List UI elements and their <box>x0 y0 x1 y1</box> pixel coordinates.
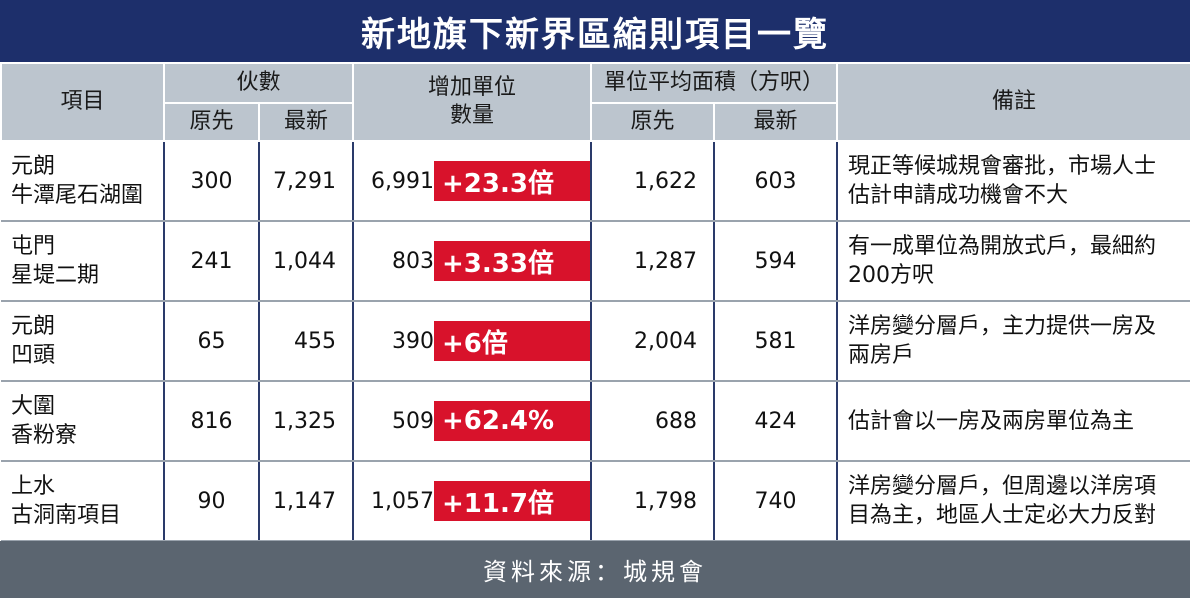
header-area: 單位平均面積（方呎） <box>590 62 839 104</box>
area-orig-cell: 2,004 <box>591 301 716 382</box>
area-new-cell: 581 <box>714 301 839 382</box>
units-orig-cell: 816 <box>164 381 260 462</box>
source-note: 資料來源：城規會 <box>0 541 1190 598</box>
project-name: 凹頭 <box>11 343 56 368</box>
area-new-cell: 603 <box>714 141 839 222</box>
area-orig-cell: 1,287 <box>591 221 716 302</box>
units-orig-cell: 65 <box>164 301 260 382</box>
header-units-new: 最新 <box>257 102 355 142</box>
header-area-new: 最新 <box>713 102 839 142</box>
project-location: 屯門 <box>11 234 56 259</box>
area-orig-cell: 1,622 <box>591 141 716 222</box>
growth-badge: +6倍 <box>434 321 591 361</box>
units-orig-cell: 90 <box>164 461 260 542</box>
remarks-cell: 現正等候城規會審批，市場人士 估計申請成功機會不大 <box>837 141 1190 222</box>
increase-cell: 390 +6倍 <box>353 301 593 382</box>
remark-line: 200方呎 <box>848 263 935 288</box>
project-location: 大圍 <box>11 394 56 419</box>
area-orig-cell: 688 <box>591 381 716 462</box>
units-new-cell: 1,044 <box>259 221 355 302</box>
projects-table: 項目 伙數 增加單位 數量 單位平均面積（方呎） 備註 原先 最新 原先 最新 … <box>0 62 1190 542</box>
increase-value: 390 <box>392 328 435 354</box>
project-name: 牛潭尾石湖圍 <box>11 183 144 208</box>
table-title: 新地旗下新界區縮則項目一覽 <box>0 0 1190 62</box>
project-name: 星堤二期 <box>11 263 100 288</box>
project-cell: 元朗 凹頭 <box>1 301 165 382</box>
increase-cell: 803 +3.33倍 <box>353 221 593 302</box>
header-increase-line2: 數量 <box>450 103 495 128</box>
remarks-cell: 洋房變分層戶，主力提供一房及 兩房戶 <box>837 301 1190 382</box>
table-row: 元朗 牛潭尾石湖圍 300 7,291 6,991 +23.3倍 1,622 603 現正等候城… <box>1 141 1190 222</box>
remark-line: 目為主，地區人士定必大力反對 <box>848 503 1157 528</box>
header-project: 項目 <box>0 62 165 142</box>
growth-badge: +11.7倍 <box>434 481 591 521</box>
units-new-cell: 1,147 <box>259 461 355 542</box>
remark-line: 洋房變分層戶，但周邊以洋房項 <box>848 474 1157 499</box>
units-new-cell: 7,291 <box>259 141 355 222</box>
units-new-cell: 1,325 <box>259 381 355 462</box>
project-cell: 屯門 星堤二期 <box>1 221 165 302</box>
increase-value: 803 <box>392 248 435 274</box>
increase-cell: 509 +62.4% <box>353 381 593 462</box>
header-increase-line1: 增加單位 <box>428 75 517 100</box>
project-cell: 大圍 香粉寮 <box>1 381 165 462</box>
table-row: 上水 古洞南項目 90 1,147 1,057 +11.7倍 1,798 740 洋房變分層戶，… <box>1 461 1190 542</box>
project-cell: 上水 古洞南項目 <box>1 461 165 542</box>
growth-badge: +62.4% <box>434 401 591 441</box>
increase-value: 1,057 <box>371 488 435 514</box>
remark-line: 洋房變分層戶，主力提供一房及 <box>848 314 1157 339</box>
project-location: 元朗 <box>11 314 56 339</box>
remark-line: 兩房戶 <box>848 343 915 368</box>
project-location: 上水 <box>11 474 56 499</box>
header-units-orig: 原先 <box>163 102 260 142</box>
remarks-cell: 有一成單位為開放式戶，最細約 200方呎 <box>837 221 1190 302</box>
area-new-cell: 740 <box>714 461 839 542</box>
remarks-cell: 洋房變分層戶，但周邊以洋房項 目為主，地區人士定必大力反對 <box>837 461 1190 542</box>
header-area-orig: 原先 <box>590 102 716 142</box>
increase-cell: 1,057 +11.7倍 <box>353 461 593 542</box>
area-orig-cell: 1,798 <box>591 461 716 542</box>
header-increase: 增加單位 數量 <box>352 62 593 142</box>
table-row: 大圍 香粉寮 816 1,325 509 +62.4% 688 424 估計會以一房及兩房單位為… <box>1 381 1190 462</box>
table-row: 元朗 凹頭 65 455 390 +6倍 2,004 581 洋房變分層戶，主力提供一房及 兩房戶 <box>1 301 1190 382</box>
units-orig-cell: 300 <box>164 141 260 222</box>
area-new-cell: 594 <box>714 221 839 302</box>
table-row: 屯門 星堤二期 241 1,044 803 +3.33倍 1,287 594 有一成單位為開放式… <box>1 221 1190 302</box>
project-name: 古洞南項目 <box>11 503 122 528</box>
area-new-cell: 424 <box>714 381 839 462</box>
project-name: 香粉寮 <box>11 423 78 448</box>
growth-badge: +23.3倍 <box>434 161 591 201</box>
increase-value: 509 <box>392 408 435 434</box>
growth-badge: +3.33倍 <box>434 241 591 281</box>
units-orig-cell: 241 <box>164 221 260 302</box>
increase-value: 6,991 <box>371 168 435 194</box>
header-remarks: 備註 <box>836 62 1190 142</box>
remark-line: 估計會以一房及兩房單位為主 <box>848 408 1135 434</box>
remark-line: 現正等候城規會審批，市場人士 <box>848 154 1157 179</box>
project-location: 元朗 <box>11 154 56 179</box>
remarks-cell: 估計會以一房及兩房單位為主 <box>837 381 1190 462</box>
project-cell: 元朗 牛潭尾石湖圍 <box>1 141 165 222</box>
remark-line: 估計申請成功機會不大 <box>848 183 1069 208</box>
header-units: 伙數 <box>162 62 355 104</box>
units-new-cell: 455 <box>259 301 355 382</box>
remark-line: 有一成單位為開放式戶，最細約 <box>848 234 1157 259</box>
increase-cell: 6,991 +23.3倍 <box>353 141 593 222</box>
